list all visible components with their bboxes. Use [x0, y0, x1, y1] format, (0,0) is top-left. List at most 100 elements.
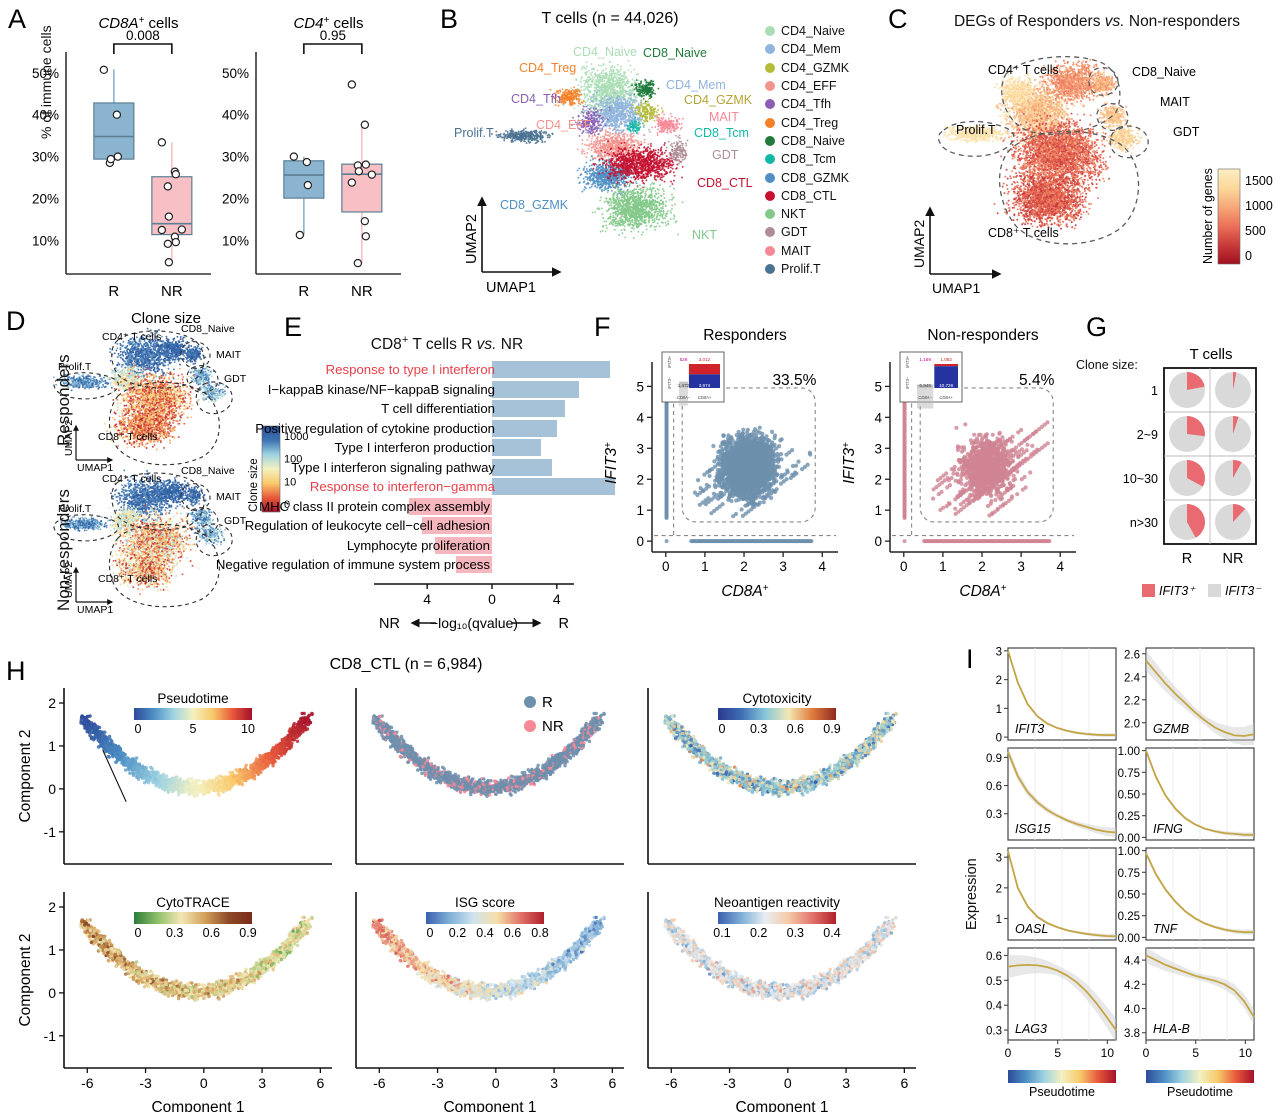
panel-e-term-bar: [492, 361, 611, 378]
legend-color-dot: [765, 172, 775, 183]
panel-b-title: T cells (n = 44,026): [480, 10, 740, 28]
panel-f-inset-rowlabel: IFIT3+: [905, 355, 910, 368]
panel-b-cluster-label: NKT: [692, 228, 717, 242]
panel-f-inset-count: 1,472: [678, 383, 690, 388]
panel-b-legend-item[interactable]: CD4_Treg: [765, 113, 849, 131]
panel-h-points: [371, 915, 606, 1002]
panel-g-legend-swatch: [1208, 584, 1221, 597]
boxplot-point: [361, 160, 371, 169]
panel-e-term-bar: [492, 439, 541, 456]
panel-d-region-outline: [186, 507, 219, 535]
umap-cluster-cd4_gzmk: [630, 97, 664, 127]
panel-b-legend-item[interactable]: CD8_CTL: [765, 187, 849, 205]
panel-h-legend-title: ISG score: [455, 895, 515, 910]
panel-g-col-label: NR: [1223, 551, 1244, 567]
pie-slice: [1187, 416, 1206, 437]
boxplot-point: [177, 225, 187, 234]
panel-e-term-bar: [435, 536, 492, 554]
panel-i-ytick: 0.75: [1118, 768, 1140, 780]
panel-b-legend-item[interactable]: NKT: [765, 205, 849, 223]
panel-d-xaxis-label: UMAP1: [77, 462, 113, 474]
panel-h-ytick: 2: [48, 695, 56, 711]
panel-c-title-vs: vs.: [1105, 13, 1125, 30]
panel-d-region-label: MAIT: [216, 491, 242, 503]
panel-h-points: [663, 915, 898, 1002]
panel-e-axis: 4 0 4 NR R −log₁₀(qvalue): [374, 583, 574, 632]
panel-b-legend-item[interactable]: CD4_Mem: [765, 40, 849, 58]
panel-i-xtick: 10: [1101, 1046, 1115, 1060]
panel-i-ytick: 1: [996, 914, 1002, 926]
panel-f-percent: 5.4%: [1019, 372, 1055, 389]
panel-c-cluster: [1096, 102, 1128, 131]
panel-b-legend-item[interactable]: CD4_EFF: [765, 77, 849, 95]
panel-a-group-label: NR: [351, 283, 373, 300]
panel-b-legend-item[interactable]: MAIT: [765, 242, 849, 260]
panel-i-ytick: 2: [996, 675, 1002, 687]
panel-e-term-bar: [492, 458, 552, 476]
panel-b-legend-item[interactable]: GDT: [765, 223, 849, 241]
boxplot-box: [93, 102, 135, 160]
panel-f-inset-count: 3,012: [699, 357, 711, 362]
panel-i-xtick: 5: [1192, 1046, 1199, 1060]
panel-i-ytick: 0.00: [1118, 933, 1140, 945]
panel-e-term-label: Type I interferon production: [334, 438, 495, 457]
panel-e-term-row: MHC class II protein complex assembly: [259, 497, 590, 517]
panel-h-ytick: 1: [48, 942, 56, 958]
panel-f-ytick: 4: [636, 410, 644, 425]
panel-h-colorbar-tick: 0: [135, 722, 142, 736]
panel-f-subtitle: Non-responders: [927, 327, 1038, 344]
panel-f-ytick: 2: [874, 472, 882, 487]
panel-i-expression-curve: [1007, 963, 1117, 1031]
panel-i-ytick: 0.9: [986, 753, 1002, 765]
panel-b-cluster-label: CD8_Tcm: [694, 126, 749, 140]
panel-f-gate-main: [919, 387, 1054, 523]
panel-h-legend-title: Cytotoxicity: [742, 691, 811, 706]
panel-b-legend-item[interactable]: CD8_Naive: [765, 132, 849, 150]
panel-i-xtick: 0: [1143, 1046, 1150, 1060]
umap-cluster-cd8_naive: [631, 78, 660, 103]
panel-f-ytick: 3: [874, 441, 882, 456]
boxplot-point: [157, 138, 167, 147]
panel-g-row-label: 1: [1151, 384, 1158, 398]
panel-b-legend-item[interactable]: CD4_Tfh: [765, 95, 849, 113]
boxplot-point: [302, 157, 312, 167]
panel-g-row-header: Clone size:: [1076, 358, 1138, 372]
panel-h-colorbar-tick: 10: [241, 722, 255, 736]
panel-e-title-post: NR: [496, 336, 523, 353]
panel-g-pies: 1 2~9 10~30 n>30 R NR IFIT3⁺ IFIT3⁻: [1123, 367, 1262, 598]
panel-i-colorbar-title: Pseudotime: [1167, 1085, 1233, 1099]
panel-c-region-outline: [1109, 125, 1149, 159]
panel-i-ytick: 0.5: [986, 976, 1002, 988]
panel-h-colorbar-tick: 0.6: [787, 722, 804, 736]
panel-h-xtick: -6: [665, 1075, 678, 1091]
panel-b-cluster-label: CD8_GZMK: [500, 198, 569, 212]
panel-b-legend-item[interactable]: CD4_Naive: [765, 22, 849, 40]
panel-d-banner-nonresponders-label: Non-responders: [54, 489, 73, 611]
panel-b-legend-item[interactable]: CD8_Tcm: [765, 150, 849, 168]
panel-h-xtick: 6: [900, 1075, 908, 1091]
umap-cluster-nkt: [591, 181, 684, 239]
panel-i-expression-curve: [1145, 750, 1254, 836]
panel-f-ytick: 1: [874, 503, 882, 518]
panel-e-term-bar: [456, 556, 492, 573]
panel-b-legend-item[interactable]: CD4_GZMK: [765, 59, 849, 77]
panel-h-xtick: 0: [492, 1075, 500, 1091]
panel-i-colorbar: [1008, 1070, 1116, 1083]
panel-d-region-outline: [180, 341, 211, 369]
panel-h-legend-label: NR: [542, 718, 564, 735]
panel-d-region-label: MAIT: [216, 349, 242, 361]
panel-d-region-label: GDT: [224, 373, 247, 385]
pie-slice: [1233, 504, 1246, 522]
panel-h-xtick: -3: [431, 1075, 444, 1091]
panel-e-term-label: Response to interferon−gamma: [310, 477, 495, 496]
panel-h-colorbar: [718, 708, 836, 720]
panel-i-ylabel: Expression: [964, 858, 980, 930]
panel-e-term-row: I−kappaB kinase/NF−kappaB signaling: [268, 380, 590, 400]
panel-b-cluster-label: CD4_Treg: [519, 61, 576, 75]
panel-b-legend-item[interactable]: Prolif.T: [765, 260, 849, 278]
umap-cluster-prolif.t: [490, 127, 554, 145]
panel-f: F Responders 0 1 2 3 4 0 1 2 3 4 5 33.5% 529 3,012 1,47…: [594, 312, 1090, 612]
panel-b-legend-item[interactable]: CD8_GZMK: [765, 168, 849, 186]
legend-label: CD8_CTL: [781, 189, 837, 203]
panel-f-percent: 33.5%: [772, 372, 816, 389]
